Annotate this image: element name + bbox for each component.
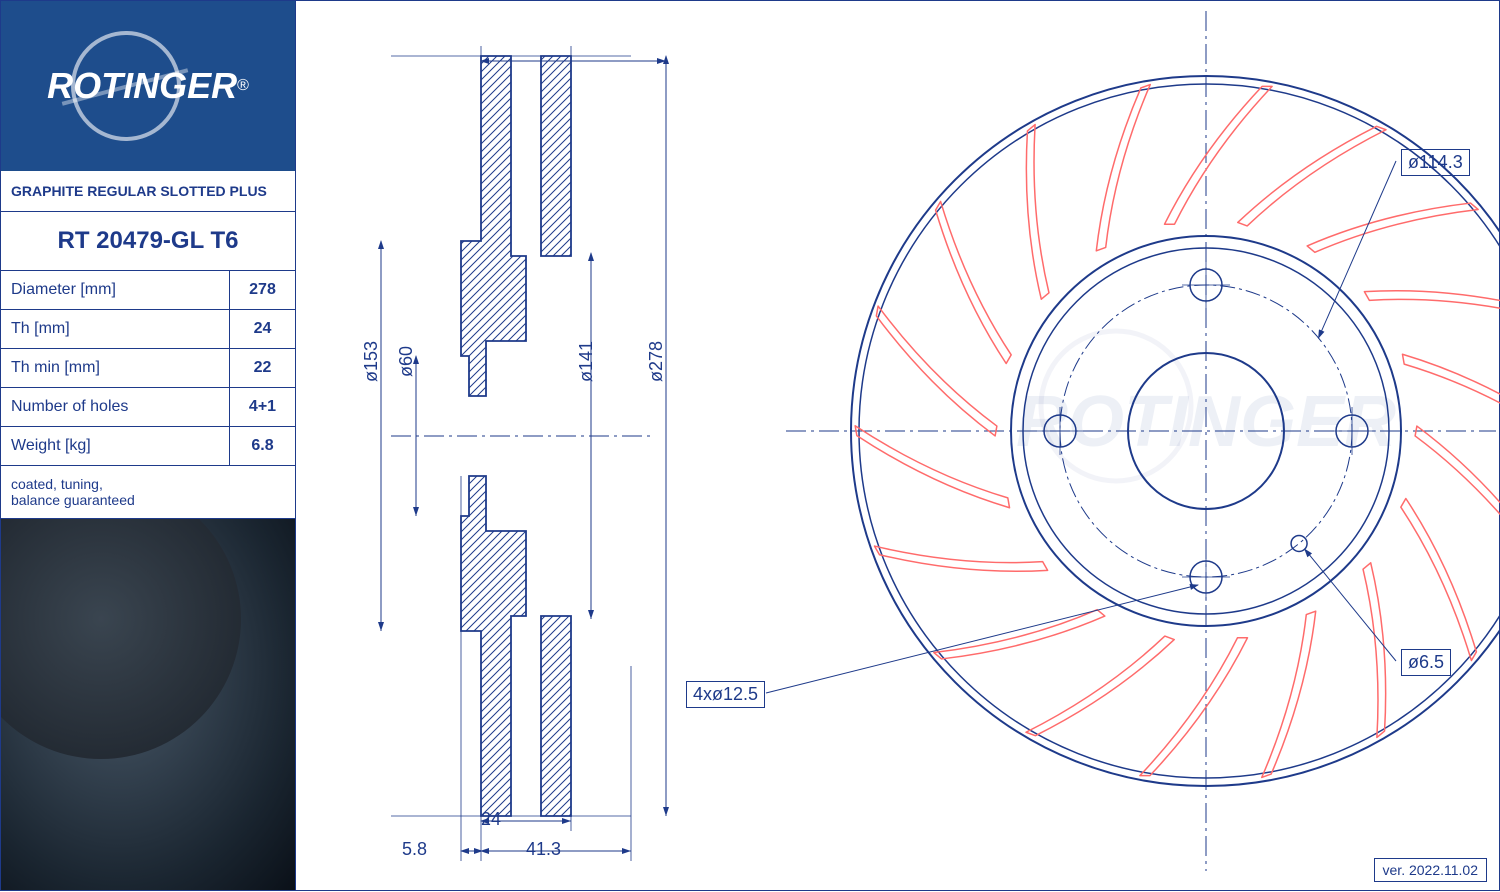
spec-value: 6.8 [230, 427, 295, 465]
spec-row: Th [mm]24 [1, 310, 295, 349]
dim-t24: 24 [481, 809, 501, 830]
dim-d278: ø278 [646, 341, 667, 382]
brand-logo: ROTINGER ® [1, 1, 295, 171]
product-photo [1, 519, 295, 890]
spec-label: Number of holes [1, 388, 230, 426]
spec-label: Th [mm] [1, 310, 230, 348]
spec-value: 278 [230, 271, 295, 309]
dim-d65: ø6.5 [1401, 649, 1451, 676]
spec-label: Weight [kg] [1, 427, 230, 465]
spec-row: Number of holes4+1 [1, 388, 295, 427]
dim-t413: 41.3 [526, 839, 561, 860]
dim-d1143: ø114.3 [1401, 149, 1470, 176]
spec-label: Diameter [mm] [1, 271, 230, 309]
version-label: ver. 2022.11.02 [1374, 858, 1487, 882]
dim-d60: ø60 [396, 346, 417, 377]
spec-row: Weight [kg]6.8 [1, 427, 295, 466]
technical-drawing: ROTINGER ø153 ø60 ø141 ø278 5.8 24 41.3 … [296, 1, 1499, 890]
registered-icon: ® [237, 77, 249, 95]
spec-sidebar: ROTINGER ® GRAPHITE REGULAR SLOTTED PLUS… [1, 1, 296, 890]
spec-value: 4+1 [230, 388, 295, 426]
svg-text:ROTINGER: ROTINGER [1016, 382, 1396, 462]
dim-t58: 5.8 [402, 839, 427, 860]
dim-d153: ø153 [361, 341, 382, 382]
dim-d141: ø141 [576, 341, 597, 382]
product-line: GRAPHITE REGULAR SLOTTED PLUS [1, 171, 295, 212]
spec-label: Th min [mm] [1, 349, 230, 387]
brand-name: ROTINGER [47, 65, 237, 107]
spec-row: Diameter [mm]278 [1, 271, 295, 310]
spec-value: 24 [230, 310, 295, 348]
dim-holes: 4xø12.5 [686, 681, 765, 708]
product-notes: coated, tuning, balance guaranteed [1, 466, 295, 519]
spec-value: 22 [230, 349, 295, 387]
spec-row: Th min [mm]22 [1, 349, 295, 388]
part-number: RT 20479-GL T6 [1, 212, 295, 271]
